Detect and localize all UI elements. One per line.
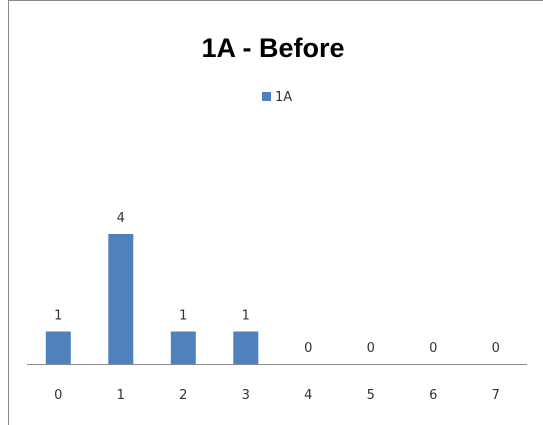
data-label-4: 0 <box>304 341 312 356</box>
chart-title: 1A - Before <box>201 33 344 63</box>
x-tick-label-2: 2 <box>179 388 187 403</box>
legend-label: 1A <box>275 90 292 105</box>
bar-3 <box>233 331 259 364</box>
x-tick-labels-layer: 0 1 2 3 4 5 6 7 <box>54 388 500 403</box>
x-tick-label-0: 0 <box>54 388 62 403</box>
data-labels-layer: 1 4 1 1 0 0 0 0 <box>54 211 500 356</box>
x-tick-label-3: 3 <box>242 388 250 403</box>
legend: 1A <box>262 90 292 105</box>
bar-2 <box>170 331 196 364</box>
x-tick-label-5: 5 <box>367 388 375 403</box>
x-tick-label-6: 6 <box>429 388 437 403</box>
bars-layer <box>45 234 259 364</box>
bar-0 <box>45 331 71 364</box>
data-label-0: 1 <box>54 309 62 324</box>
data-label-1: 4 <box>117 211 125 226</box>
x-tick-label-4: 4 <box>304 388 312 403</box>
x-tick-label-1: 1 <box>117 388 125 403</box>
x-tick-label-7: 7 <box>492 388 500 403</box>
data-label-7: 0 <box>492 341 500 356</box>
legend-swatch <box>262 92 271 101</box>
data-label-2: 1 <box>179 309 187 324</box>
data-label-6: 0 <box>429 341 437 356</box>
bar-1 <box>108 234 134 364</box>
data-label-3: 1 <box>242 309 250 324</box>
data-label-5: 0 <box>367 341 375 356</box>
